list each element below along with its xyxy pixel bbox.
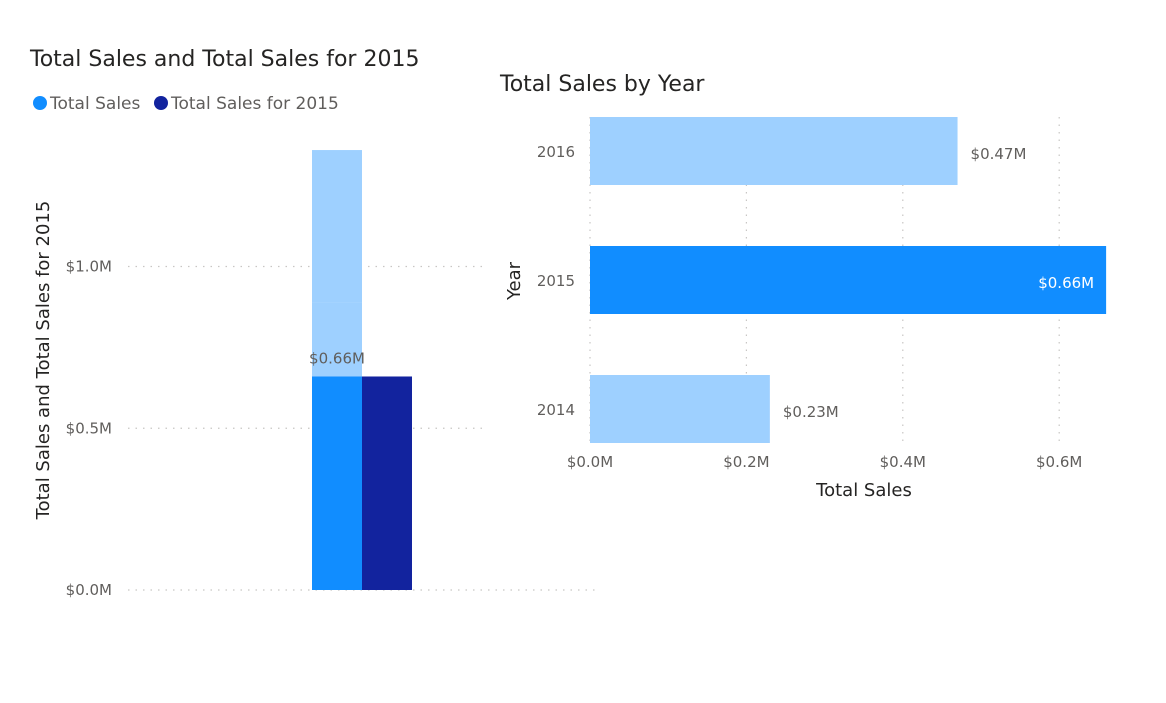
- left-y-axis-title: Total Sales and Total Sales for 2015: [33, 201, 54, 521]
- right-y-axis-title: Year: [504, 261, 525, 301]
- left-y-tick-label: $0.5M: [66, 419, 112, 437]
- bar-2014[interactable]: [590, 375, 770, 443]
- left-bar-segment-2015[interactable]: [312, 376, 362, 590]
- bar-2016[interactable]: [590, 117, 958, 185]
- bar-2015[interactable]: [590, 246, 1107, 314]
- category-label-2014: 2014: [537, 401, 575, 419]
- stacked-column-chart: Total Sales and Total Sales for 2015 Tot…: [29, 47, 598, 599]
- right-x-axis-title: Total Sales: [815, 480, 912, 501]
- left-bar-segment-2016[interactable]: [312, 150, 362, 303]
- right-x-tick-label: $0.4M: [880, 453, 926, 471]
- right-x-ticks: $0.0M $0.2M $0.4M $0.6M: [567, 453, 1083, 471]
- left-bars: [312, 150, 412, 590]
- category-label-2016: 2016: [537, 143, 575, 161]
- left-y-tick-label: $0.0M: [66, 581, 112, 599]
- data-label-2016: $0.47M: [971, 145, 1027, 163]
- horizontal-bar-chart: Total Sales by Year $0.47M $0.66M $0.23M 2…: [499, 72, 1107, 501]
- legend-label-total-sales-2015[interactable]: Total Sales for 2015: [170, 94, 339, 114]
- right-x-tick-label: $0.6M: [1036, 453, 1082, 471]
- right-x-tick-label: $0.0M: [567, 453, 613, 471]
- legend-label-total-sales[interactable]: Total Sales: [49, 94, 140, 114]
- data-label-2014: $0.23M: [783, 403, 839, 421]
- legend-marker-total-sales: [33, 96, 47, 110]
- legend-marker-total-sales-2015: [154, 96, 168, 110]
- right-bars: $0.47M $0.66M $0.23M: [590, 117, 1107, 443]
- chart-title-left: Total Sales and Total Sales for 2015: [29, 47, 419, 72]
- right-x-tick-label: $0.2M: [723, 453, 769, 471]
- category-label-2015: 2015: [537, 272, 575, 290]
- left-bar-segment-2015[interactable]: [362, 376, 412, 590]
- chart-title-right: Total Sales by Year: [499, 72, 705, 97]
- left-y-ticks: $0.0M $0.5M $1.0M: [66, 258, 112, 600]
- data-label-2015: $0.66M: [1038, 274, 1094, 292]
- data-label-2015: $0.66M: [309, 349, 365, 367]
- left-gridlines: [128, 265, 598, 591]
- right-category-labels: 2016 2015 2014: [537, 143, 575, 419]
- left-bar-segment-2014[interactable]: [312, 302, 362, 377]
- left-y-tick-label: $1.0M: [66, 258, 112, 276]
